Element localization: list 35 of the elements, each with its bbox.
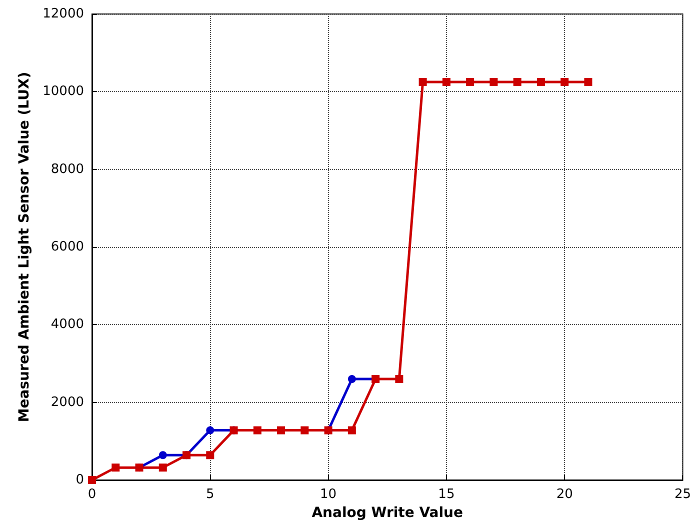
y-tick-label: 4000: [50, 317, 84, 332]
point: [253, 426, 262, 434]
point: [277, 426, 286, 434]
y-axis-title: Measured Ambient Light Sensor Value (LUX): [16, 72, 33, 422]
x-tick-label: 10: [320, 487, 337, 502]
point: [206, 426, 214, 434]
point: [466, 78, 474, 86]
point: [442, 78, 450, 86]
point: [300, 426, 309, 434]
x-tick-label: 5: [206, 487, 214, 502]
y-tick-label: 12000: [42, 6, 84, 22]
point: [395, 375, 404, 384]
x-axis-title: Analog Write Value: [312, 504, 464, 521]
y-tick-label: 2000: [50, 394, 84, 410]
point: [418, 78, 427, 86]
point: [536, 78, 545, 86]
y-tick-label: 0: [76, 472, 84, 488]
point: [490, 78, 498, 86]
point: [88, 476, 96, 484]
y-tick-label: 8000: [50, 162, 84, 177]
y-tick-label: 6000: [50, 240, 84, 254]
y-tick-label: 10000: [42, 84, 84, 100]
x-tick-label: 0: [88, 487, 96, 502]
x-tick-label: 20: [556, 487, 573, 502]
point: [112, 464, 120, 472]
point: [206, 451, 214, 460]
x-tick-label: 15: [438, 487, 455, 502]
point: [158, 464, 167, 472]
point: [348, 426, 356, 434]
point: [584, 78, 592, 86]
point: [158, 451, 167, 460]
point: [513, 78, 522, 86]
point: [560, 78, 569, 86]
x-tick-label: 25: [674, 487, 691, 502]
point: [348, 375, 356, 384]
